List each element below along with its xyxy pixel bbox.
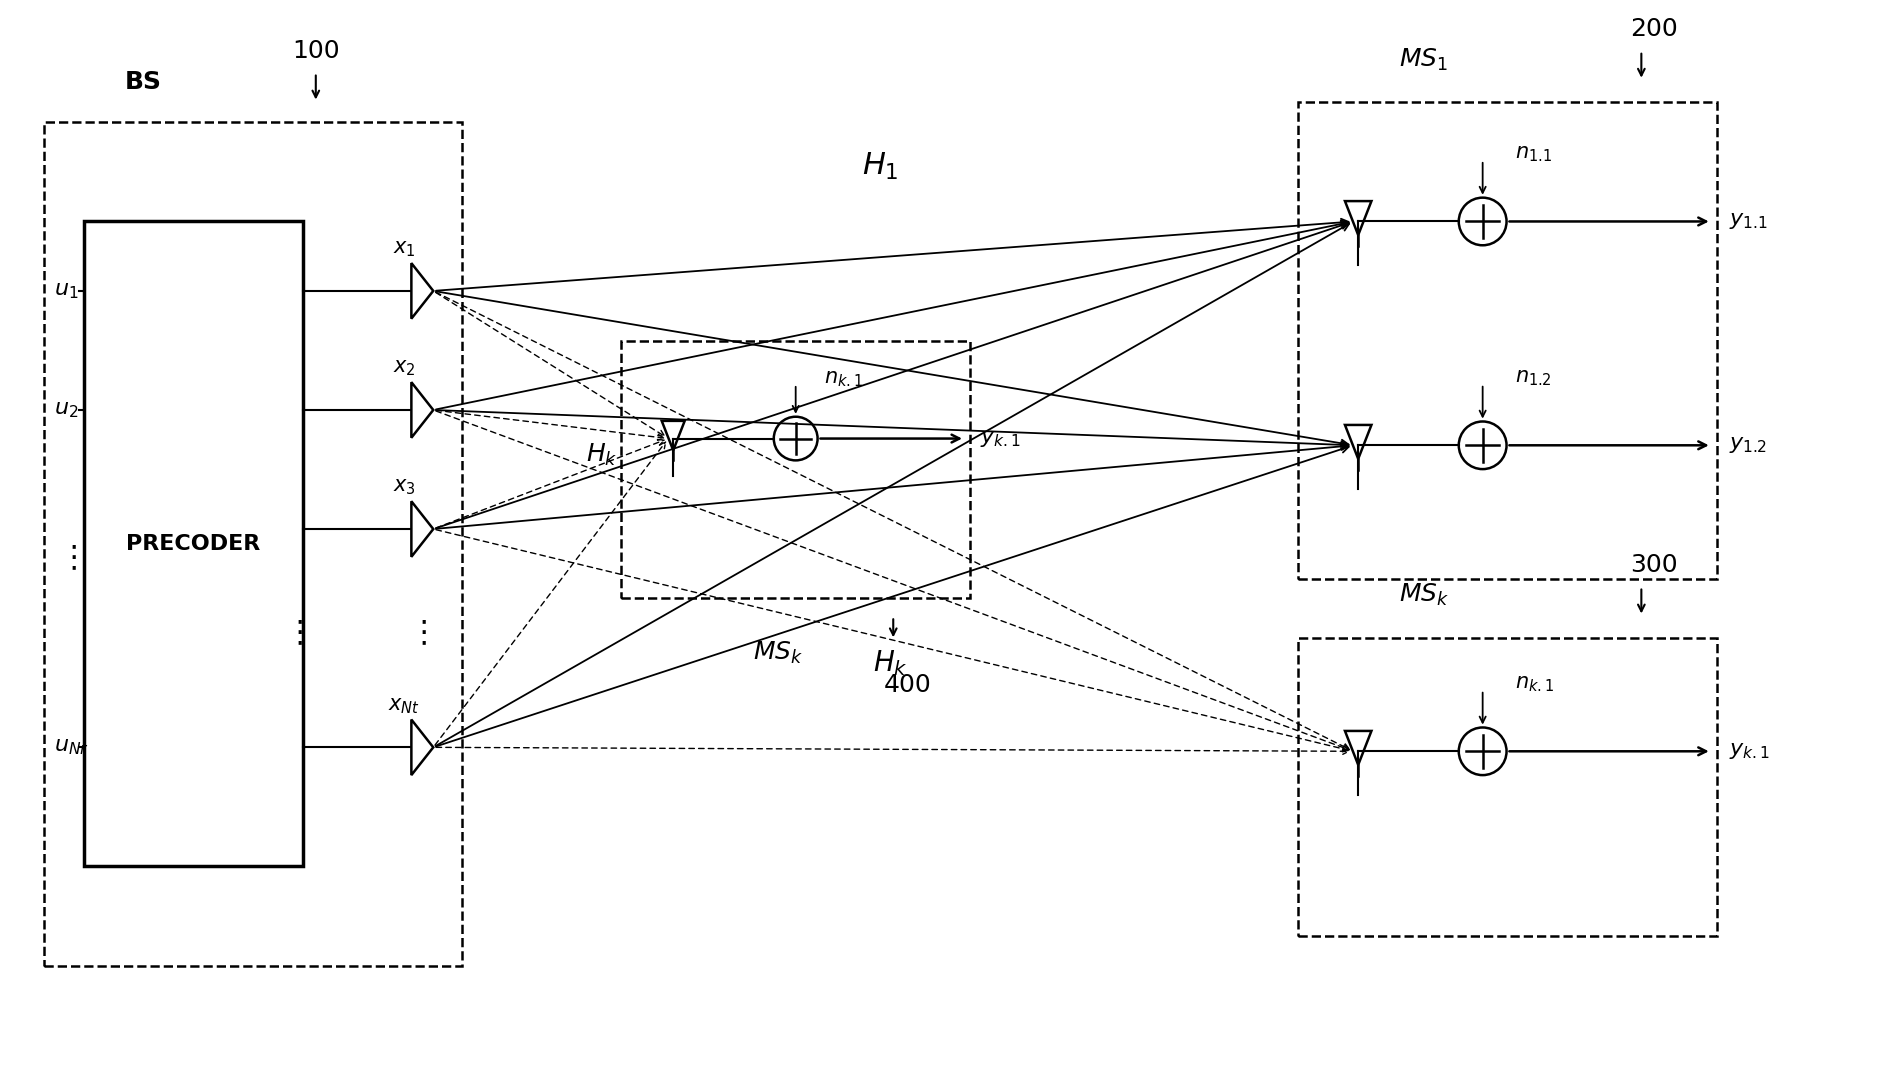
Text: $u_1$: $u_1$ <box>53 281 78 300</box>
Bar <box>1298 103 1716 578</box>
Text: $y_{1.1}$: $y_{1.1}$ <box>1729 212 1767 232</box>
Text: $n_{k.1}$: $n_{k.1}$ <box>823 369 863 389</box>
Text: $MS_k$: $MS_k$ <box>1398 583 1450 608</box>
Text: 300: 300 <box>1630 553 1678 576</box>
Text: $x_2$: $x_2$ <box>393 358 416 378</box>
Text: $y_{k.1}$: $y_{k.1}$ <box>1729 741 1769 761</box>
Text: $\vdots$: $\vdots$ <box>408 619 428 648</box>
Text: $y_{k.1}$: $y_{k.1}$ <box>980 429 1020 449</box>
Text: $n_{k.1}$: $n_{k.1}$ <box>1514 673 1554 694</box>
Text: $MS_k$: $MS_k$ <box>752 640 804 666</box>
Bar <box>44 122 462 965</box>
Text: $x_3$: $x_3$ <box>393 477 416 497</box>
Text: $H_k$: $H_k$ <box>872 648 908 678</box>
Text: $u_{Nr}$: $u_{Nr}$ <box>53 738 89 757</box>
Text: 100: 100 <box>293 38 340 63</box>
Text: $x_{Nt}$: $x_{Nt}$ <box>388 696 420 715</box>
Polygon shape <box>412 501 433 557</box>
Text: $MS_1$: $MS_1$ <box>1400 46 1448 73</box>
Bar <box>1298 638 1716 935</box>
Text: $u_2$: $u_2$ <box>53 400 78 420</box>
Text: 400: 400 <box>884 672 931 697</box>
Bar <box>621 341 969 599</box>
Text: $x_1$: $x_1$ <box>393 239 416 259</box>
Polygon shape <box>412 263 433 319</box>
Text: $n_{1.2}$: $n_{1.2}$ <box>1514 368 1550 388</box>
Text: PRECODER: PRECODER <box>125 533 260 554</box>
Polygon shape <box>412 719 433 775</box>
Text: $y_{1.2}$: $y_{1.2}$ <box>1729 435 1767 455</box>
Text: $H_1$: $H_1$ <box>863 152 899 183</box>
Text: $H_k$: $H_k$ <box>585 441 618 468</box>
Text: $n_{1.1}$: $n_{1.1}$ <box>1514 144 1552 164</box>
Text: 200: 200 <box>1630 17 1678 41</box>
Bar <box>84 221 302 866</box>
Polygon shape <box>412 383 433 438</box>
Text: $\vdots$: $\vdots$ <box>283 619 302 648</box>
Text: BS: BS <box>125 71 162 94</box>
Text: $\vdots$: $\vdots$ <box>57 544 76 573</box>
